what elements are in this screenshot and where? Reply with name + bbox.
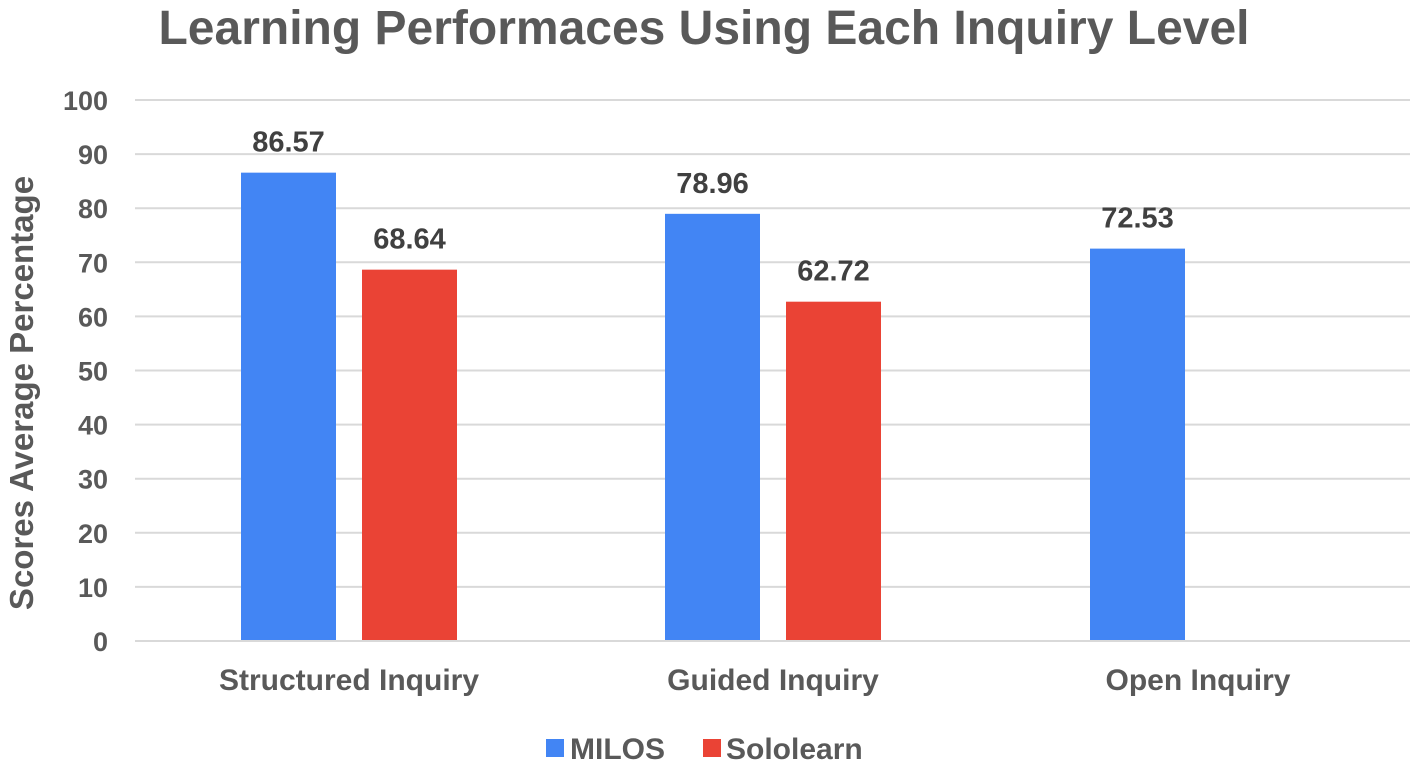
- data-labels: 86.57 78.96 72.53 68.64 62.72: [252, 127, 1174, 288]
- y-tick-label: 30: [78, 465, 108, 495]
- y-tick-label: 0: [93, 627, 108, 657]
- chart-title: Learning Performaces Using Each Inquiry …: [158, 2, 1249, 55]
- legend-swatch-milos: [546, 739, 564, 757]
- x-category-label: Structured Inquiry: [219, 664, 479, 697]
- legend-swatch-sololearn: [703, 739, 721, 757]
- legend-label-milos: MILOS: [570, 733, 665, 766]
- y-tick-label: 40: [78, 411, 108, 441]
- data-label-sololearn-1: 62.72: [797, 256, 870, 288]
- y-axis-ticks: 0 10 20 30 40 50 60 70 80 90 100: [63, 86, 108, 657]
- legend: MILOS Sololearn: [546, 733, 863, 766]
- x-category-label: Open Inquiry: [1105, 664, 1290, 697]
- y-tick-label: 70: [78, 248, 108, 278]
- data-label-milos-1: 78.96: [676, 168, 749, 200]
- bar-milos-1: [665, 213, 760, 641]
- gridlines: [135, 99, 1410, 642]
- y-tick-label: 20: [78, 519, 108, 549]
- y-tick-label: 10: [78, 573, 108, 603]
- data-label-milos-0: 86.57: [252, 127, 325, 159]
- y-tick-label: 90: [78, 140, 108, 170]
- data-label-milos-2: 72.53: [1101, 203, 1174, 235]
- y-axis-label: Scores Average Percentage: [3, 176, 40, 610]
- data-label-sololearn-0: 68.64: [373, 224, 446, 256]
- bar-milos-2: [1090, 248, 1185, 641]
- x-axis-categories: Structured Inquiry Guided Inquiry Open Inq…: [219, 664, 1291, 697]
- y-tick-label: 100: [63, 86, 108, 116]
- bar-milos-0: [241, 172, 336, 641]
- bars: [135, 172, 1410, 642]
- y-tick-label: 80: [78, 194, 108, 224]
- bar-sololearn-0: [362, 269, 457, 641]
- legend-label-sololearn: Sololearn: [726, 733, 863, 766]
- y-tick-label: 50: [78, 357, 108, 387]
- x-category-label: Guided Inquiry: [667, 664, 879, 697]
- bar-sololearn-1: [786, 301, 881, 641]
- y-tick-label: 60: [78, 302, 108, 332]
